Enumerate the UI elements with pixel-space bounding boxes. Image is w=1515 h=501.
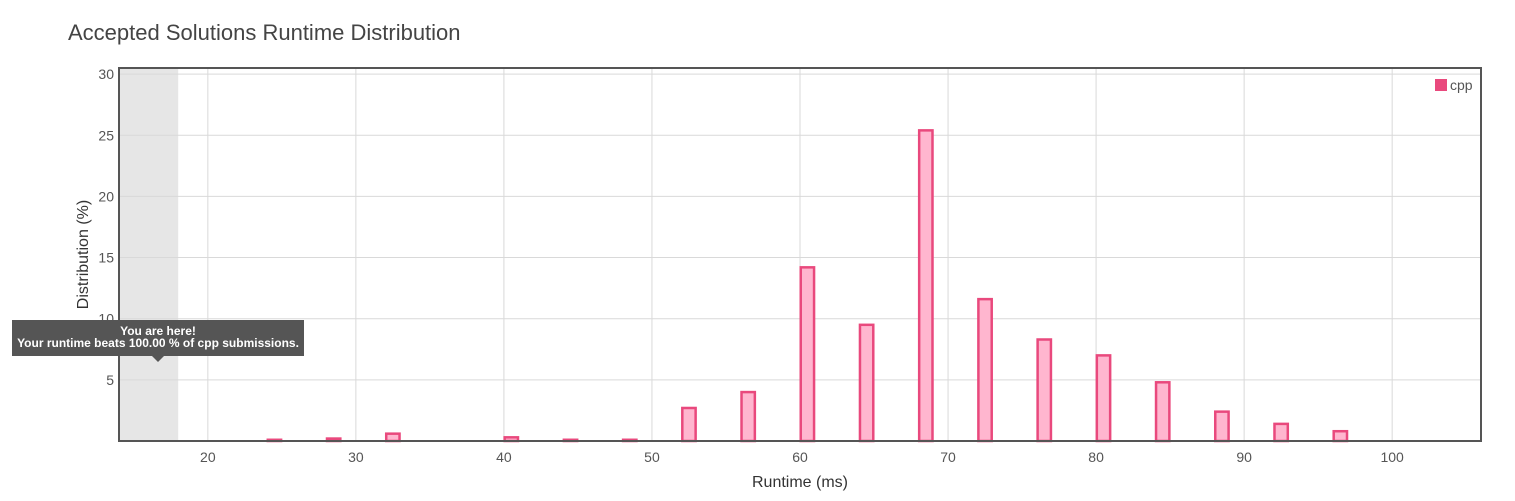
- y-tick-label: 25: [98, 127, 114, 143]
- legend[interactable]: cpp: [1435, 77, 1473, 93]
- bar-96.5[interactable]: [1332, 429, 1349, 443]
- bar-84.5[interactable]: [1154, 381, 1171, 443]
- bar-56.5[interactable]: [740, 390, 757, 443]
- chart-title: Accepted Solutions Runtime Distribution: [68, 20, 461, 45]
- y-tick-label: 15: [98, 250, 114, 266]
- your-runtime-tooltip: You are here! Your runtime beats 100.00 …: [12, 320, 304, 356]
- x-tick-label: 40: [496, 449, 512, 465]
- x-tick-label: 50: [644, 449, 660, 465]
- bar-88.5[interactable]: [1214, 410, 1230, 443]
- plot-frame: [118, 67, 1482, 442]
- x-tick-label: 20: [200, 449, 216, 465]
- y-tick-label: 30: [98, 66, 114, 82]
- x-tick-label: 100: [1380, 449, 1404, 465]
- bar-92.5[interactable]: [1273, 422, 1290, 443]
- x-tick-label: 90: [1236, 449, 1252, 465]
- legend-label-cpp: cpp: [1450, 77, 1473, 93]
- x-tick-label: 30: [348, 449, 364, 465]
- legend-swatch-cpp: [1435, 79, 1447, 91]
- bar-52.5[interactable]: [681, 406, 697, 443]
- bar-series-cpp: [266, 129, 1349, 443]
- bar-64.5[interactable]: [858, 323, 875, 443]
- bar-32.5[interactable]: [384, 432, 401, 443]
- tooltip-message: Your runtime beats 100.00 % of cpp submi…: [17, 336, 299, 350]
- bar-80.5[interactable]: [1095, 354, 1112, 443]
- y-tick-label: 20: [98, 188, 114, 204]
- x-tick-label: 60: [792, 449, 808, 465]
- bar-60.5[interactable]: [799, 266, 816, 443]
- your-runtime-highlight-band: [119, 68, 179, 441]
- x-tick-label: 70: [940, 449, 956, 465]
- y-tick-label: 5: [106, 372, 114, 388]
- x-axis-ticks: 20 30 40 50 60 70 80 90 100: [200, 449, 1404, 465]
- tooltip-heading: You are here!: [120, 324, 196, 338]
- bar-68.5[interactable]: [917, 129, 934, 443]
- x-axis-title: Runtime (ms): [752, 474, 848, 491]
- y-axis-title: Distribution (%): [75, 200, 92, 309]
- bar-76.5[interactable]: [1036, 338, 1053, 443]
- tooltip-pointer: [152, 356, 164, 362]
- bar-72.5[interactable]: [977, 297, 993, 443]
- x-tick-label: 80: [1088, 449, 1104, 465]
